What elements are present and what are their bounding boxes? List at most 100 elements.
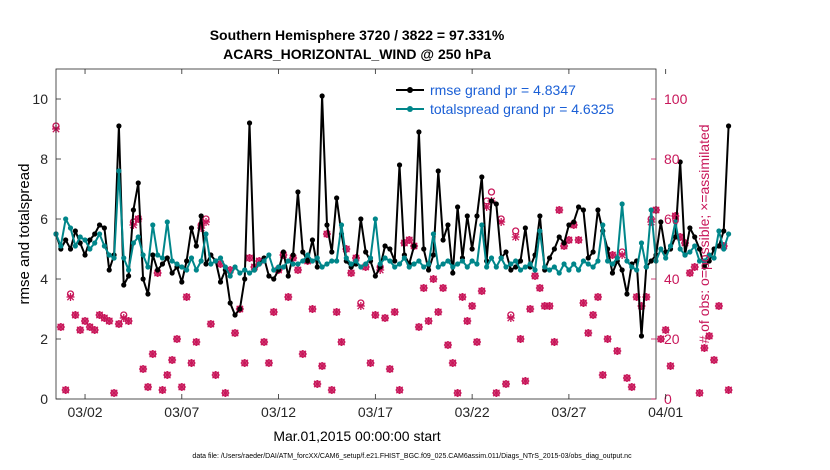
rmse-point: [232, 312, 238, 318]
totalspread-point: [706, 252, 712, 258]
obs-assimilated-point: [443, 341, 452, 349]
rmse-point: [488, 198, 495, 204]
obs-assimilated-point: [705, 332, 714, 340]
obs-assimilated-point: [516, 335, 525, 343]
totalspread-point: [92, 240, 98, 246]
legend-spread-label: totalspread grand pr = 4.6325: [430, 101, 614, 117]
totalspread-point: [692, 243, 698, 249]
rmse-point: [324, 222, 330, 228]
y-right-tick-label: 40: [664, 271, 680, 287]
x-tick-label: 04/01: [648, 404, 683, 420]
rmse-point: [435, 168, 441, 174]
rmse-point: [725, 123, 732, 129]
obs-assimilated-point: [182, 293, 191, 301]
plot-frame: [55, 68, 657, 400]
obs-assimilated-point: [468, 302, 477, 310]
obs-assimilated-point: [110, 389, 119, 397]
rmse-point: [575, 204, 582, 210]
obs-assimilated-point: [579, 299, 588, 307]
totalspread-point: [280, 264, 287, 270]
series-totalspread: [53, 168, 732, 279]
totalspread-point: [261, 258, 267, 264]
totalspread-point: [217, 255, 224, 261]
totalspread-point: [672, 219, 678, 225]
totalspread-point: [382, 255, 388, 261]
totalspread-point: [667, 243, 674, 249]
totalspread-point: [193, 267, 199, 273]
obs-assimilated-point: [371, 311, 380, 319]
obs-assimilated-point: [564, 236, 573, 244]
x-tick-label: 03/07: [164, 404, 199, 420]
rmse-point: [672, 234, 678, 240]
obs-assimilated-point: [700, 344, 709, 352]
totalspread-point: [111, 255, 117, 261]
totalspread-point: [629, 264, 635, 270]
rmse-point: [416, 129, 422, 135]
obs-assimilated-point: [327, 386, 336, 394]
obs-assimilated-point: [308, 305, 317, 313]
obs-assimilated-point: [714, 302, 723, 310]
obs-assimilated-point: [627, 383, 636, 391]
rmse-point: [595, 207, 601, 213]
obs-assimilated-point: [414, 323, 423, 331]
obs-assimilated-point: [390, 308, 399, 316]
rmse-point: [309, 237, 316, 243]
obs-assimilated-point: [318, 362, 327, 370]
obs-assimilated-point: [347, 269, 356, 277]
y-right-tick-label: 60: [664, 211, 680, 227]
obs-assimilated-point: [545, 302, 554, 310]
rmse-point: [624, 291, 630, 297]
totalspread-point: [256, 261, 262, 267]
rmse-point: [372, 273, 378, 279]
obs-assimilated-point: [293, 266, 302, 274]
legend: rmse grand pr = 4.8347 totalspread grand…: [392, 76, 647, 124]
totalspread-point: [585, 261, 591, 267]
obs-assimilated-point: [90, 326, 99, 334]
totalspread-point: [474, 261, 480, 267]
rmse-point: [411, 243, 417, 249]
obs-assimilated-point: [613, 347, 622, 355]
totalspread-point: [358, 264, 364, 270]
obs-assimilated-point: [231, 329, 240, 337]
rmse-point: [329, 249, 335, 255]
totalspread-point: [275, 264, 282, 270]
totalspread-point: [430, 231, 437, 237]
rmse-point: [300, 249, 306, 255]
rmse-point: [474, 213, 480, 219]
totalspread-point: [213, 258, 219, 264]
totalspread-point: [140, 252, 146, 258]
totalspread-point: [682, 252, 688, 258]
obs-assimilated-point: [158, 386, 167, 394]
rmse-point: [493, 201, 499, 207]
totalspread-point: [290, 261, 296, 267]
totalspread-point: [188, 255, 195, 261]
rmse-point: [290, 252, 296, 258]
totalspread-point: [517, 267, 524, 273]
totalspread-point: [605, 258, 611, 264]
totalspread-point: [353, 258, 359, 264]
y-left-tick-label: 8: [40, 151, 48, 167]
totalspread-point: [643, 264, 649, 270]
totalspread-point: [285, 258, 291, 264]
totalspread-point: [203, 231, 209, 237]
x-axis-label: Mar.01,2015 00:00:00 start: [273, 428, 440, 444]
obs-assimilated-point: [724, 386, 733, 394]
obs-assimilated-point: [221, 389, 230, 397]
obs-assimilated-point: [695, 389, 704, 397]
rmse-point: [67, 246, 74, 252]
totalspread-point: [716, 228, 722, 234]
rmse-point: [77, 240, 83, 246]
rmse-point: [692, 234, 698, 240]
rmse-point: [455, 204, 461, 210]
obs-assimilated-point: [477, 287, 486, 295]
legend-spread-marker: [407, 106, 413, 112]
totalspread-point: [184, 267, 190, 273]
obs-assimilated-point: [506, 314, 515, 322]
totalspread-point: [445, 258, 451, 264]
totalspread-point: [198, 258, 204, 264]
totalspread-point: [571, 261, 577, 267]
totalspread-point: [464, 264, 470, 270]
legend-box: [392, 76, 647, 124]
rmse-point: [92, 231, 98, 237]
totalspread-point: [324, 261, 330, 267]
